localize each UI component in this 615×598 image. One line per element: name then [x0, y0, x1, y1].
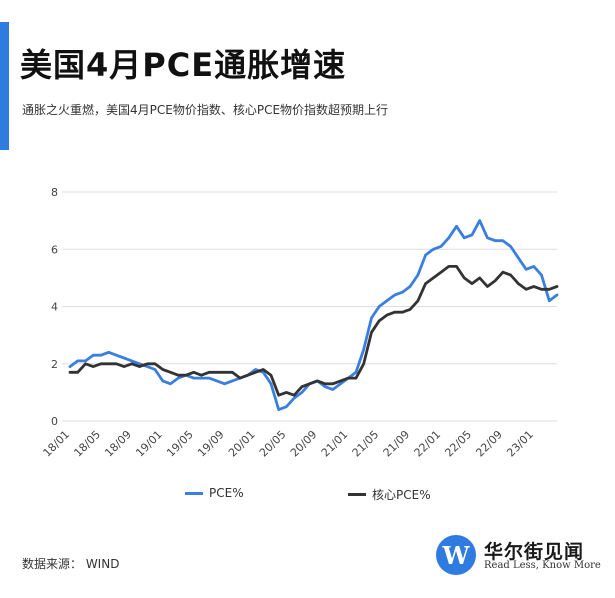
- data-source: 数据来源： WIND: [22, 557, 120, 571]
- brand-name: 华尔街见闻: [484, 541, 585, 563]
- legend-swatch-pce: [185, 491, 203, 495]
- x-tick-label: 18/05: [71, 428, 103, 460]
- y-tick-label: 8: [51, 186, 58, 199]
- y-tick-label: 6: [51, 243, 58, 256]
- brand: W 华尔街见闻 Read Less, Know More: [436, 535, 601, 577]
- series-layer: [68, 219, 559, 412]
- legend-label-core-pce: 核心PCE%: [372, 488, 431, 502]
- y-tick-label: 2: [51, 358, 58, 371]
- accent-bar: [0, 22, 9, 150]
- x-tick-label: 20/09: [288, 428, 320, 460]
- x-tick-label: 21/05: [350, 428, 382, 460]
- x-tick-label: 21/09: [381, 428, 413, 460]
- legend-label-pce: PCE%: [209, 486, 244, 500]
- x-tick-label: 19/09: [195, 428, 227, 460]
- y-tick-label: 0: [51, 415, 58, 428]
- x-axis: 18/01 18/05 18/09 19/01 19/05 19/09 20/01 20/05…: [41, 428, 536, 460]
- x-tick-label: 18/01: [41, 428, 73, 460]
- legend-item-pce: PCE%: [185, 486, 244, 500]
- x-tick-label: 22/01: [412, 428, 444, 460]
- x-tick-label: 21/01: [319, 428, 351, 460]
- brand-logo-icon: W: [436, 535, 476, 575]
- x-tick-label: 22/05: [442, 428, 474, 460]
- x-tick-label: 20/01: [226, 428, 258, 460]
- page-subtitle: 通胀之火重燃，美国4月PCE物价指数、核心PCE物价指数超预期上行: [22, 103, 389, 117]
- legend-item-core-pce: 核心PCE%: [348, 486, 431, 503]
- x-tick-label: 18/09: [102, 428, 134, 460]
- x-tick-label: 19/01: [133, 428, 165, 460]
- page-title: 美国4月PCE通胀增速: [20, 46, 347, 84]
- brand-slogan: Read Less, Know More: [484, 560, 601, 571]
- y-tick-label: 4: [51, 301, 58, 314]
- x-tick-label: 19/05: [164, 428, 196, 460]
- x-tick-label: 22/09: [473, 428, 505, 460]
- y-axis: 0 2 4 6 8: [51, 186, 58, 428]
- series-line-core-pce: [68, 265, 559, 397]
- x-tick-label: 20/05: [257, 428, 289, 460]
- x-tick-label: 23/01: [504, 428, 536, 460]
- brand-logo-letter: W: [442, 541, 470, 570]
- legend-swatch-core-pce: [348, 493, 366, 496]
